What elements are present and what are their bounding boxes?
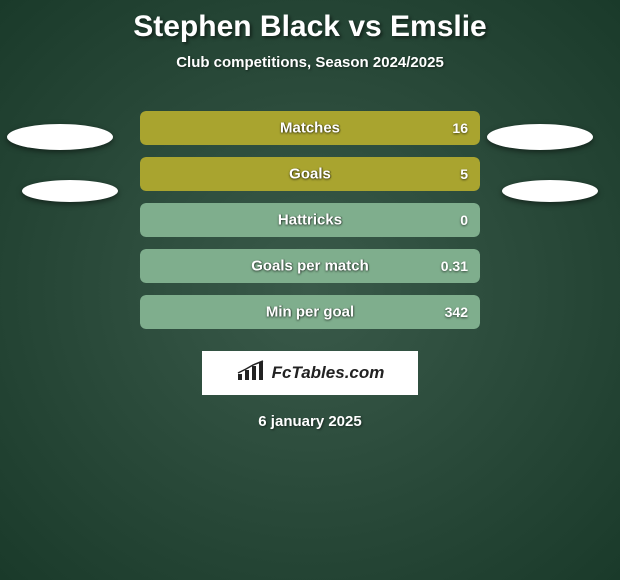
- brand-badge: FcTables.com: [202, 351, 418, 395]
- stat-value: 16: [452, 120, 468, 136]
- stat-value: 5: [460, 166, 468, 182]
- stat-value: 0.31: [441, 258, 468, 274]
- stat-row: Goals per match0.31: [140, 249, 480, 283]
- stat-label: Matches: [140, 120, 480, 137]
- brand-text: FcTables.com: [272, 363, 385, 383]
- stat-label: Min per goal: [140, 304, 480, 321]
- ellipse-top-right: [487, 124, 593, 150]
- page-title: Stephen Black vs Emslie: [0, 0, 620, 44]
- date-text: 6 january 2025: [0, 413, 620, 430]
- stat-row: Goals5: [140, 157, 480, 191]
- stat-label: Goals per match: [140, 258, 480, 275]
- stat-label: Goals: [140, 166, 480, 183]
- page-subtitle: Club competitions, Season 2024/2025: [0, 54, 620, 71]
- chart-icon: [236, 360, 266, 387]
- stats-container: Matches16 Goals5 Hattricks0 Goals per match…: [140, 111, 480, 329]
- stat-row: Hattricks0: [140, 203, 480, 237]
- ellipse-bottom-left: [22, 180, 118, 202]
- stat-row: Matches16: [140, 111, 480, 145]
- ellipse-top-left: [7, 124, 113, 150]
- stat-value: 342: [445, 304, 468, 320]
- stat-row: Min per goal342: [140, 295, 480, 329]
- ellipse-bottom-right: [502, 180, 598, 202]
- stat-value: 0: [460, 212, 468, 228]
- stat-label: Hattricks: [140, 212, 480, 229]
